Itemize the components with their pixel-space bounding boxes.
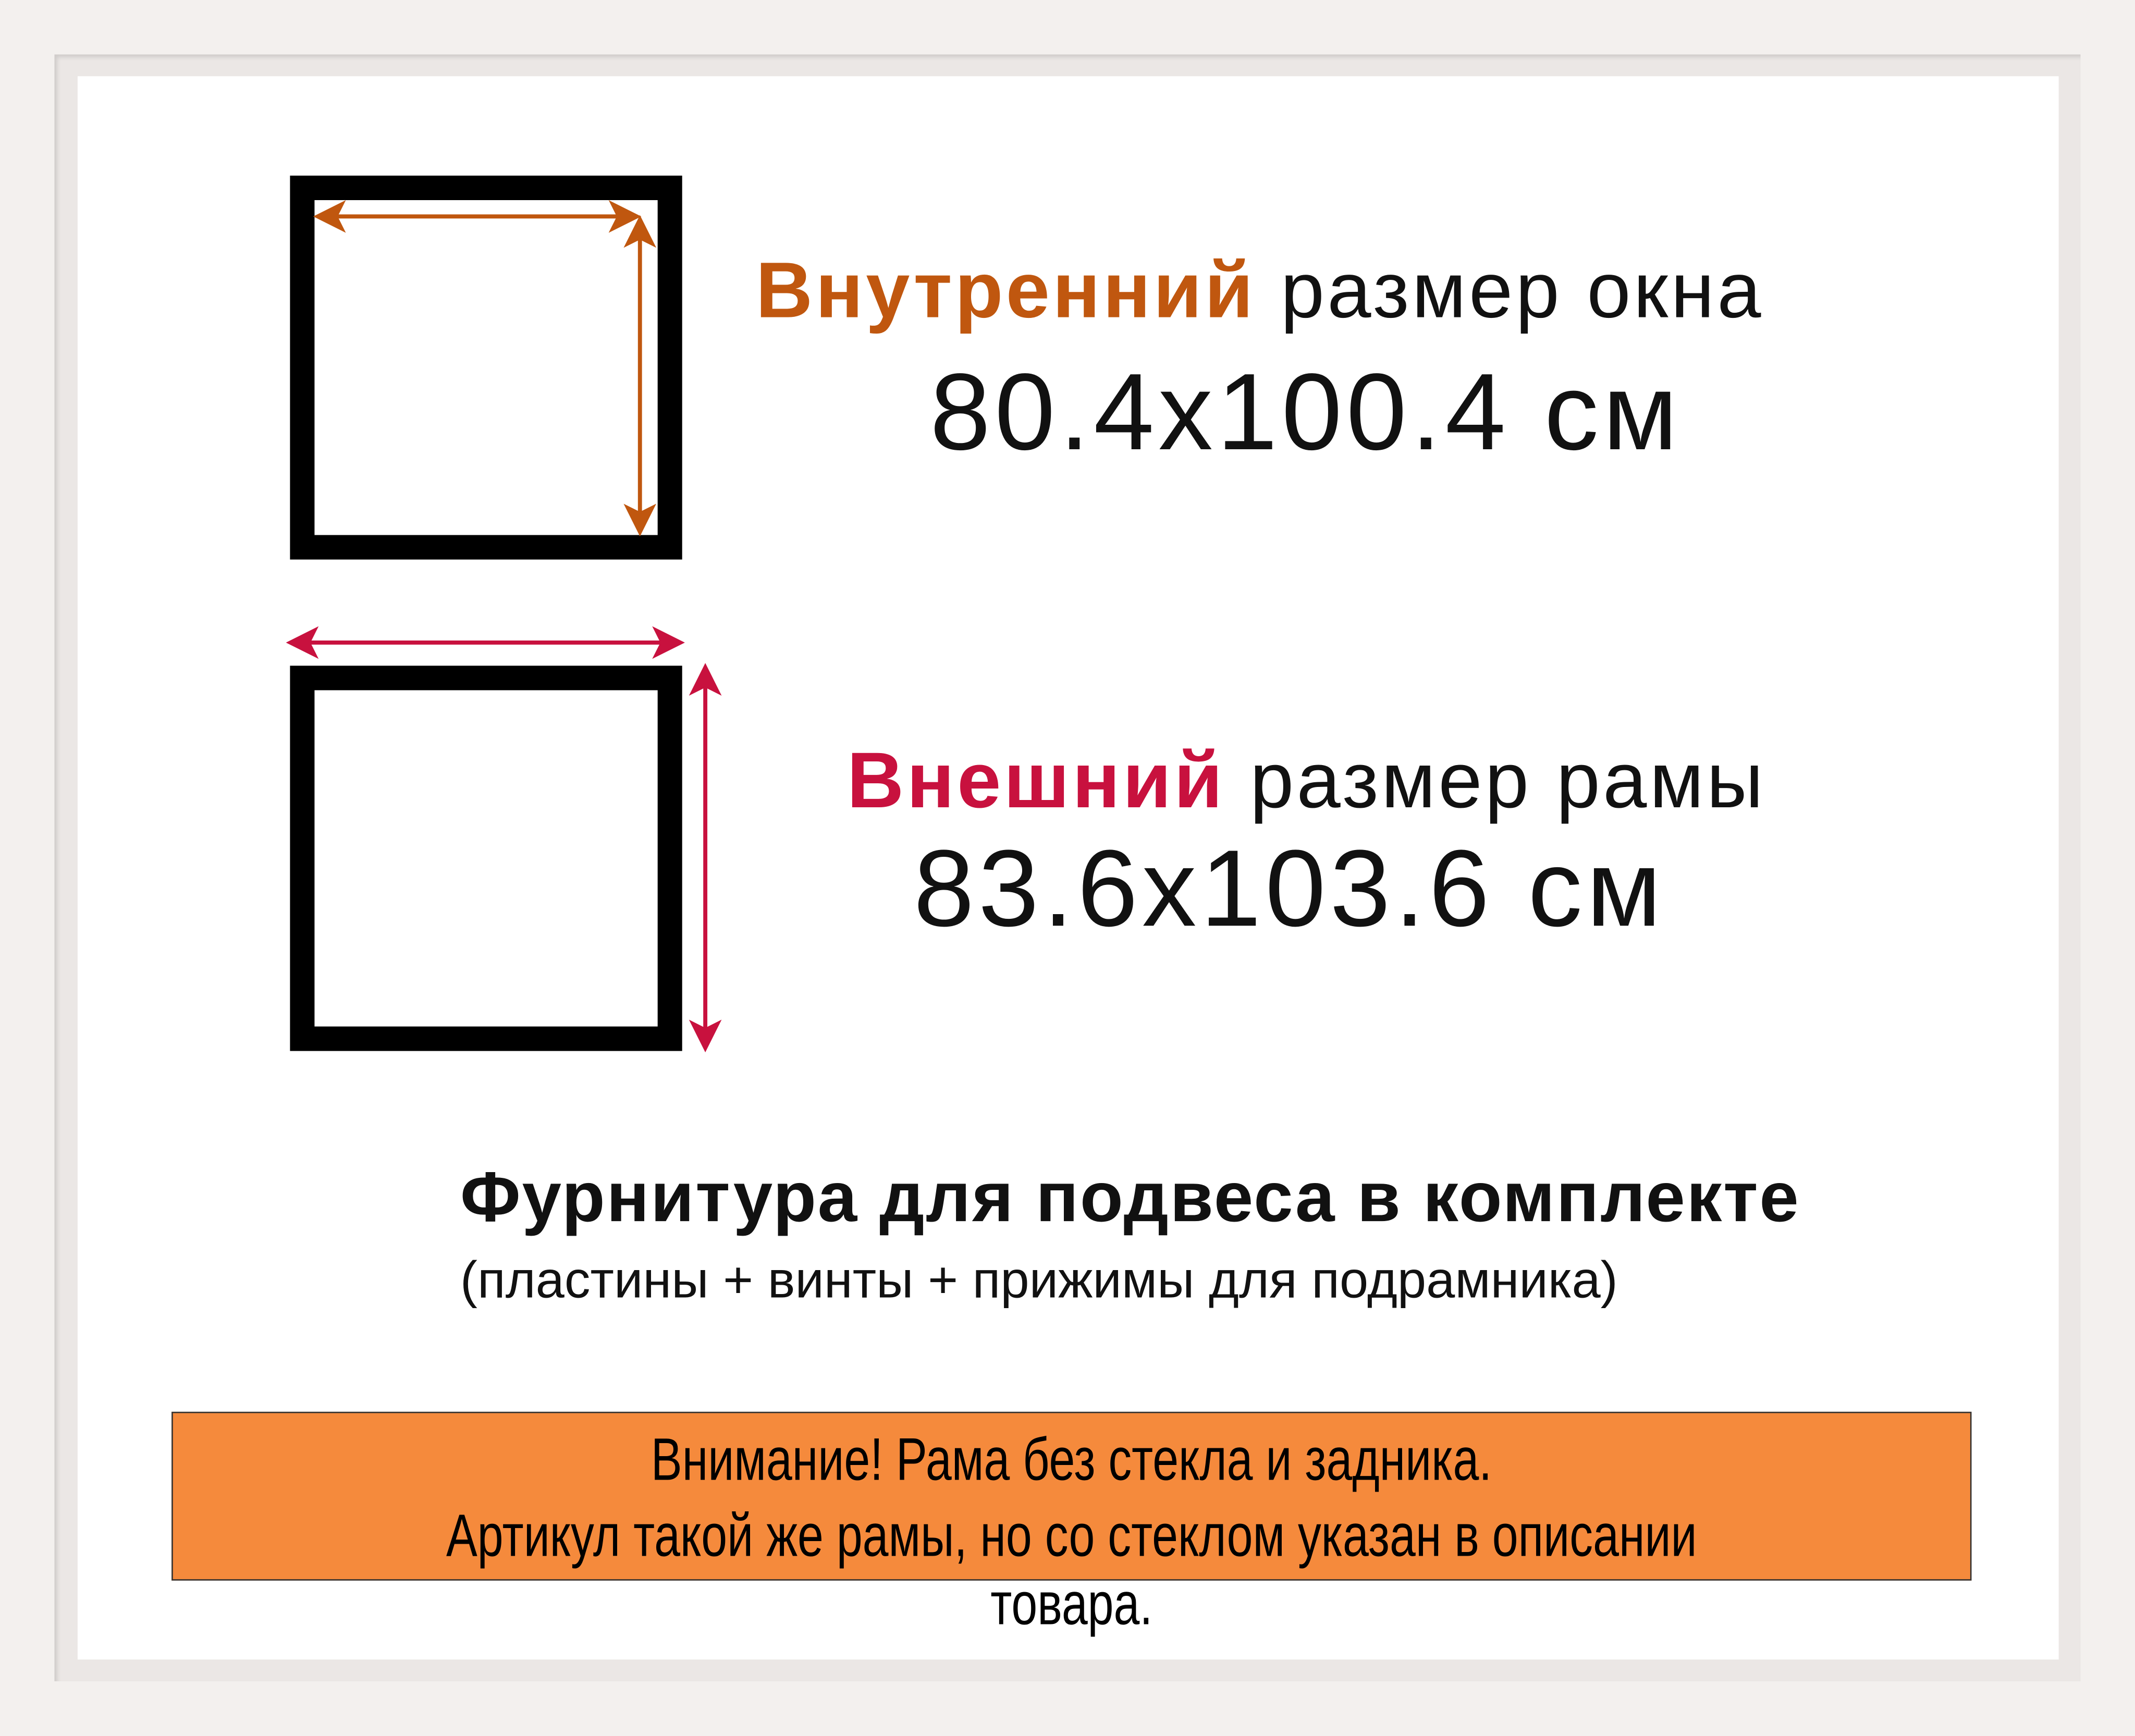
frame-canvas [77,76,2059,1660]
outer-size-label: Внешний размер рамы [847,735,1766,827]
outer-size-highlight: Внешний [846,736,1225,825]
outer-size-diagram-icon [286,626,722,1053]
inner-size-diagram-icon [290,175,682,560]
notice-line-2: Артикул такой же рамы, но со стеклом ука… [446,1503,1697,1638]
notice-line-1: Внимание! Рама без стекла и задника. [651,1426,1492,1494]
fittings-title: Фурнитура для подвеса в комплекте [460,1158,1800,1238]
outer-size-label-rest: размер рамы [1225,736,1766,825]
inner-size-highlight: Внутренний [755,246,1256,335]
inner-size-value: 80.4x100.4 см [930,351,1682,473]
notice-banner: Внимание! Рама без стекла и задника. Арт… [171,1411,1972,1637]
fittings-subtitle: (пластины + винты + прижимы для подрамни… [460,1252,1618,1310]
inner-size-label: Внутренний размер окна [756,245,1764,336]
outer-size-value: 83.6x103.6 см [913,828,1666,949]
inner-size-label-rest: размер окна [1256,246,1764,335]
